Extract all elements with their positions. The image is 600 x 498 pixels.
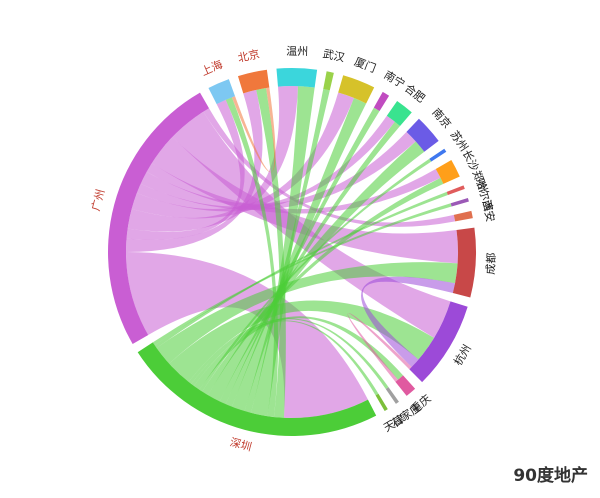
node-arc	[386, 100, 412, 126]
ribbons	[126, 85, 459, 418]
node-label: 杭州	[451, 342, 474, 368]
ribbon	[156, 262, 458, 364]
node-arc	[237, 69, 270, 94]
ribbon	[361, 276, 456, 367]
node-arc	[276, 68, 318, 88]
ribbon	[225, 97, 279, 418]
ribbon	[188, 318, 389, 389]
ribbon	[126, 252, 368, 418]
node-arc	[323, 71, 334, 91]
node-arc	[107, 92, 209, 344]
node-arc	[406, 118, 439, 152]
ribbon	[126, 89, 263, 252]
node-arc	[429, 148, 447, 162]
node-arc	[453, 210, 473, 222]
node-label: 武汉	[322, 47, 346, 64]
ribbon	[191, 320, 379, 396]
ribbon	[256, 88, 286, 418]
ribbon	[244, 88, 330, 413]
ribbon	[193, 316, 404, 390]
node-label: 南宁	[382, 68, 408, 91]
node-arc	[373, 91, 390, 111]
ribbon	[250, 86, 315, 417]
node-label: 西安	[480, 199, 498, 223]
node-arc	[435, 160, 460, 184]
node-arc	[385, 387, 399, 404]
node-label: 深圳	[228, 436, 253, 454]
node-arc	[409, 301, 468, 383]
node-arc	[395, 375, 416, 396]
ribbon	[207, 141, 425, 402]
ribbon	[231, 98, 367, 412]
ribbon	[151, 137, 459, 264]
watermark: 90度地产	[513, 465, 588, 486]
node-arc	[452, 227, 476, 298]
ribbon	[131, 92, 354, 219]
node-label: 南京	[429, 105, 454, 131]
ribbon	[219, 121, 401, 405]
node-label: 广州	[89, 188, 107, 213]
ribbon	[225, 107, 380, 407]
node-label: 成都	[484, 252, 498, 275]
node-label: 厦门	[352, 54, 378, 75]
node-arc	[450, 197, 469, 207]
ribbon	[169, 300, 435, 382]
node-arc	[208, 79, 236, 105]
node-arc	[375, 393, 388, 411]
node-label: 合肥	[402, 81, 428, 106]
node-label: 上海	[199, 57, 225, 79]
node-label: 温州	[286, 45, 308, 59]
node-arc	[446, 185, 465, 196]
node-arc	[137, 342, 377, 437]
node-arc	[338, 75, 375, 104]
node-label: 北京	[236, 47, 261, 65]
